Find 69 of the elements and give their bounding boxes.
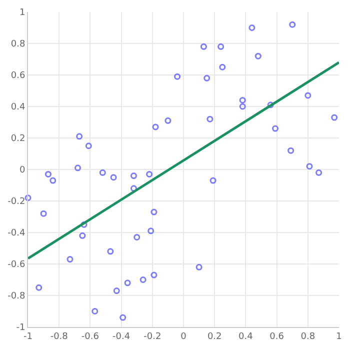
y-tick-label: 1 — [19, 8, 26, 18]
x-tick-label: 1 — [336, 332, 342, 342]
point — [254, 52, 262, 60]
point — [150, 272, 158, 278]
x-tick-label: -0.4 — [112, 332, 130, 342]
point — [272, 125, 278, 132]
point — [92, 308, 98, 314]
y-tick-label: 0.8 — [10, 40, 26, 50]
point — [239, 96, 246, 104]
point — [146, 170, 153, 178]
point — [210, 177, 216, 184]
point — [40, 210, 47, 217]
x-tick-label: 0 — [180, 332, 187, 342]
x-tick-label: 0.4 — [238, 332, 254, 342]
point — [174, 73, 181, 80]
point — [76, 133, 83, 140]
point — [44, 170, 52, 178]
y-tick-label: 0.6 — [10, 71, 26, 82]
point — [80, 221, 88, 228]
point — [148, 228, 154, 234]
point — [66, 256, 74, 263]
point — [200, 43, 207, 50]
point — [316, 169, 322, 176]
y-tick-label: -0.8 — [8, 292, 26, 302]
x-tick-label: -0.8 — [50, 332, 68, 342]
point — [331, 114, 338, 121]
point — [196, 264, 202, 270]
point — [267, 102, 274, 108]
point — [289, 21, 296, 28]
x-tick-label: 0.6 — [270, 332, 284, 342]
y-tick-label: 0 — [19, 166, 26, 176]
point — [50, 177, 56, 184]
point — [164, 117, 172, 124]
x-tick-label: -0.2 — [144, 332, 162, 342]
point — [107, 248, 114, 255]
y-tick-label: -0.4 — [8, 228, 26, 239]
x-tick-label: -0.6 — [81, 332, 100, 342]
point — [74, 164, 82, 172]
point — [99, 169, 106, 176]
y-tick-label: 0.4 — [10, 102, 26, 113]
point — [120, 314, 126, 321]
point — [248, 24, 256, 31]
point — [206, 116, 214, 122]
point — [113, 288, 120, 294]
point — [24, 194, 32, 202]
y-tick-label: 0.2 — [10, 134, 26, 144]
point — [130, 172, 137, 180]
x-tick-label: 0.2 — [207, 332, 222, 342]
point — [150, 208, 158, 216]
point — [130, 185, 137, 192]
point — [124, 280, 131, 286]
point — [85, 142, 92, 150]
point — [288, 147, 294, 154]
y-tick-label: -1 — [16, 323, 26, 334]
point — [134, 234, 140, 240]
point — [306, 163, 313, 170]
x-tick-label: 0.8 — [300, 332, 316, 342]
y-tick-label: -0.2 — [8, 197, 26, 208]
y-tick-label: -0.6 — [8, 260, 26, 270]
point — [152, 124, 159, 130]
point — [110, 174, 117, 181]
point — [219, 64, 226, 70]
point — [79, 232, 86, 239]
point — [36, 284, 42, 291]
point — [204, 74, 210, 82]
point — [239, 103, 246, 110]
point — [304, 92, 312, 99]
point — [140, 276, 146, 283]
point — [218, 43, 224, 50]
